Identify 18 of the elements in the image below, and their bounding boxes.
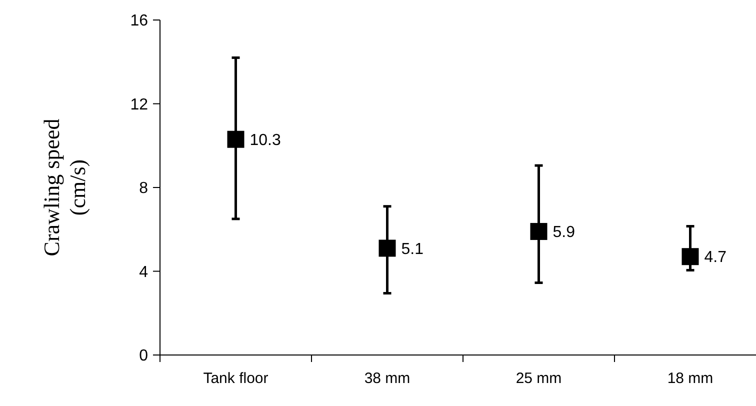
x-tick-label: 38 mm xyxy=(364,370,410,387)
point xyxy=(227,130,244,148)
point xyxy=(682,248,699,266)
y-tick-label: 4 xyxy=(139,264,148,281)
data-label: 5.1 xyxy=(401,240,424,258)
y-axis-title: Crawling speed (cm/s) xyxy=(38,118,90,256)
point xyxy=(530,222,548,240)
x-tick-label: Tank floor xyxy=(203,370,268,387)
data-label: 10.3 xyxy=(250,132,281,149)
x-tick-label: 18 mm xyxy=(667,370,714,387)
y-tick-label: 8 xyxy=(139,180,148,198)
data-label: 4.7 xyxy=(704,249,727,266)
point xyxy=(378,240,396,257)
x-tick-label: 25 mm xyxy=(516,370,562,387)
data-label: 5.9 xyxy=(552,224,576,242)
y-tick-label: 0 xyxy=(139,348,148,365)
y-tick-label: 16 xyxy=(130,12,148,30)
y-tick-label: 12 xyxy=(130,96,148,114)
